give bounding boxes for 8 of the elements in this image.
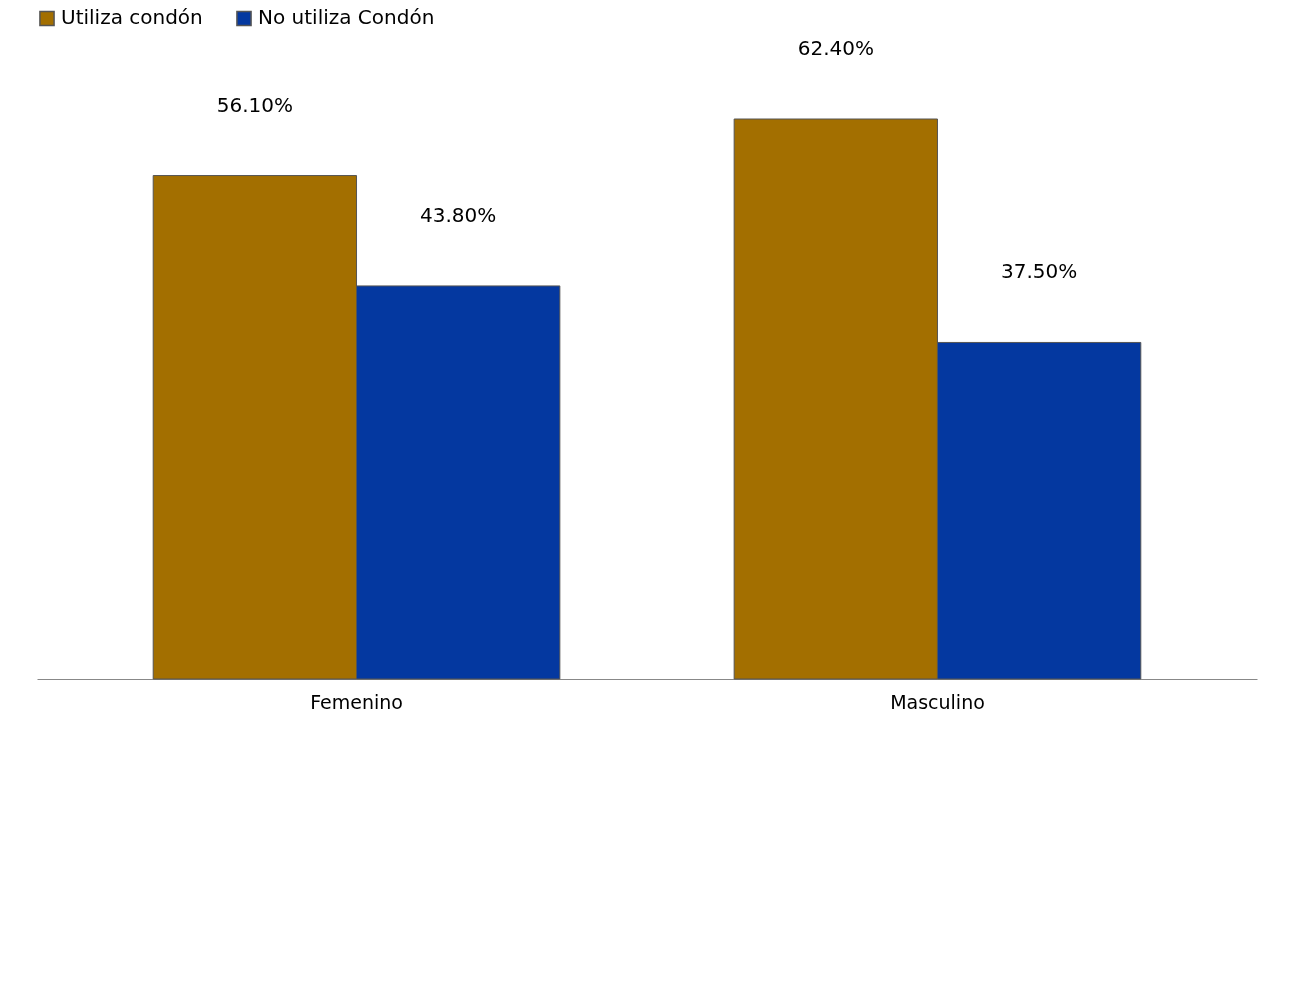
- legend-label: Utiliza condón: [61, 5, 203, 30]
- data-label: 62.40%: [797, 36, 874, 60]
- data-label: 37.50%: [1001, 259, 1078, 284]
- x-tick-label: Femenino: [310, 690, 403, 713]
- data-label: 56.10%: [216, 92, 293, 117]
- x-tick-label: Masculino: [890, 690, 985, 713]
- data-label: 43.80%: [420, 202, 497, 227]
- legend-label: No utiliza Condón: [258, 5, 435, 30]
